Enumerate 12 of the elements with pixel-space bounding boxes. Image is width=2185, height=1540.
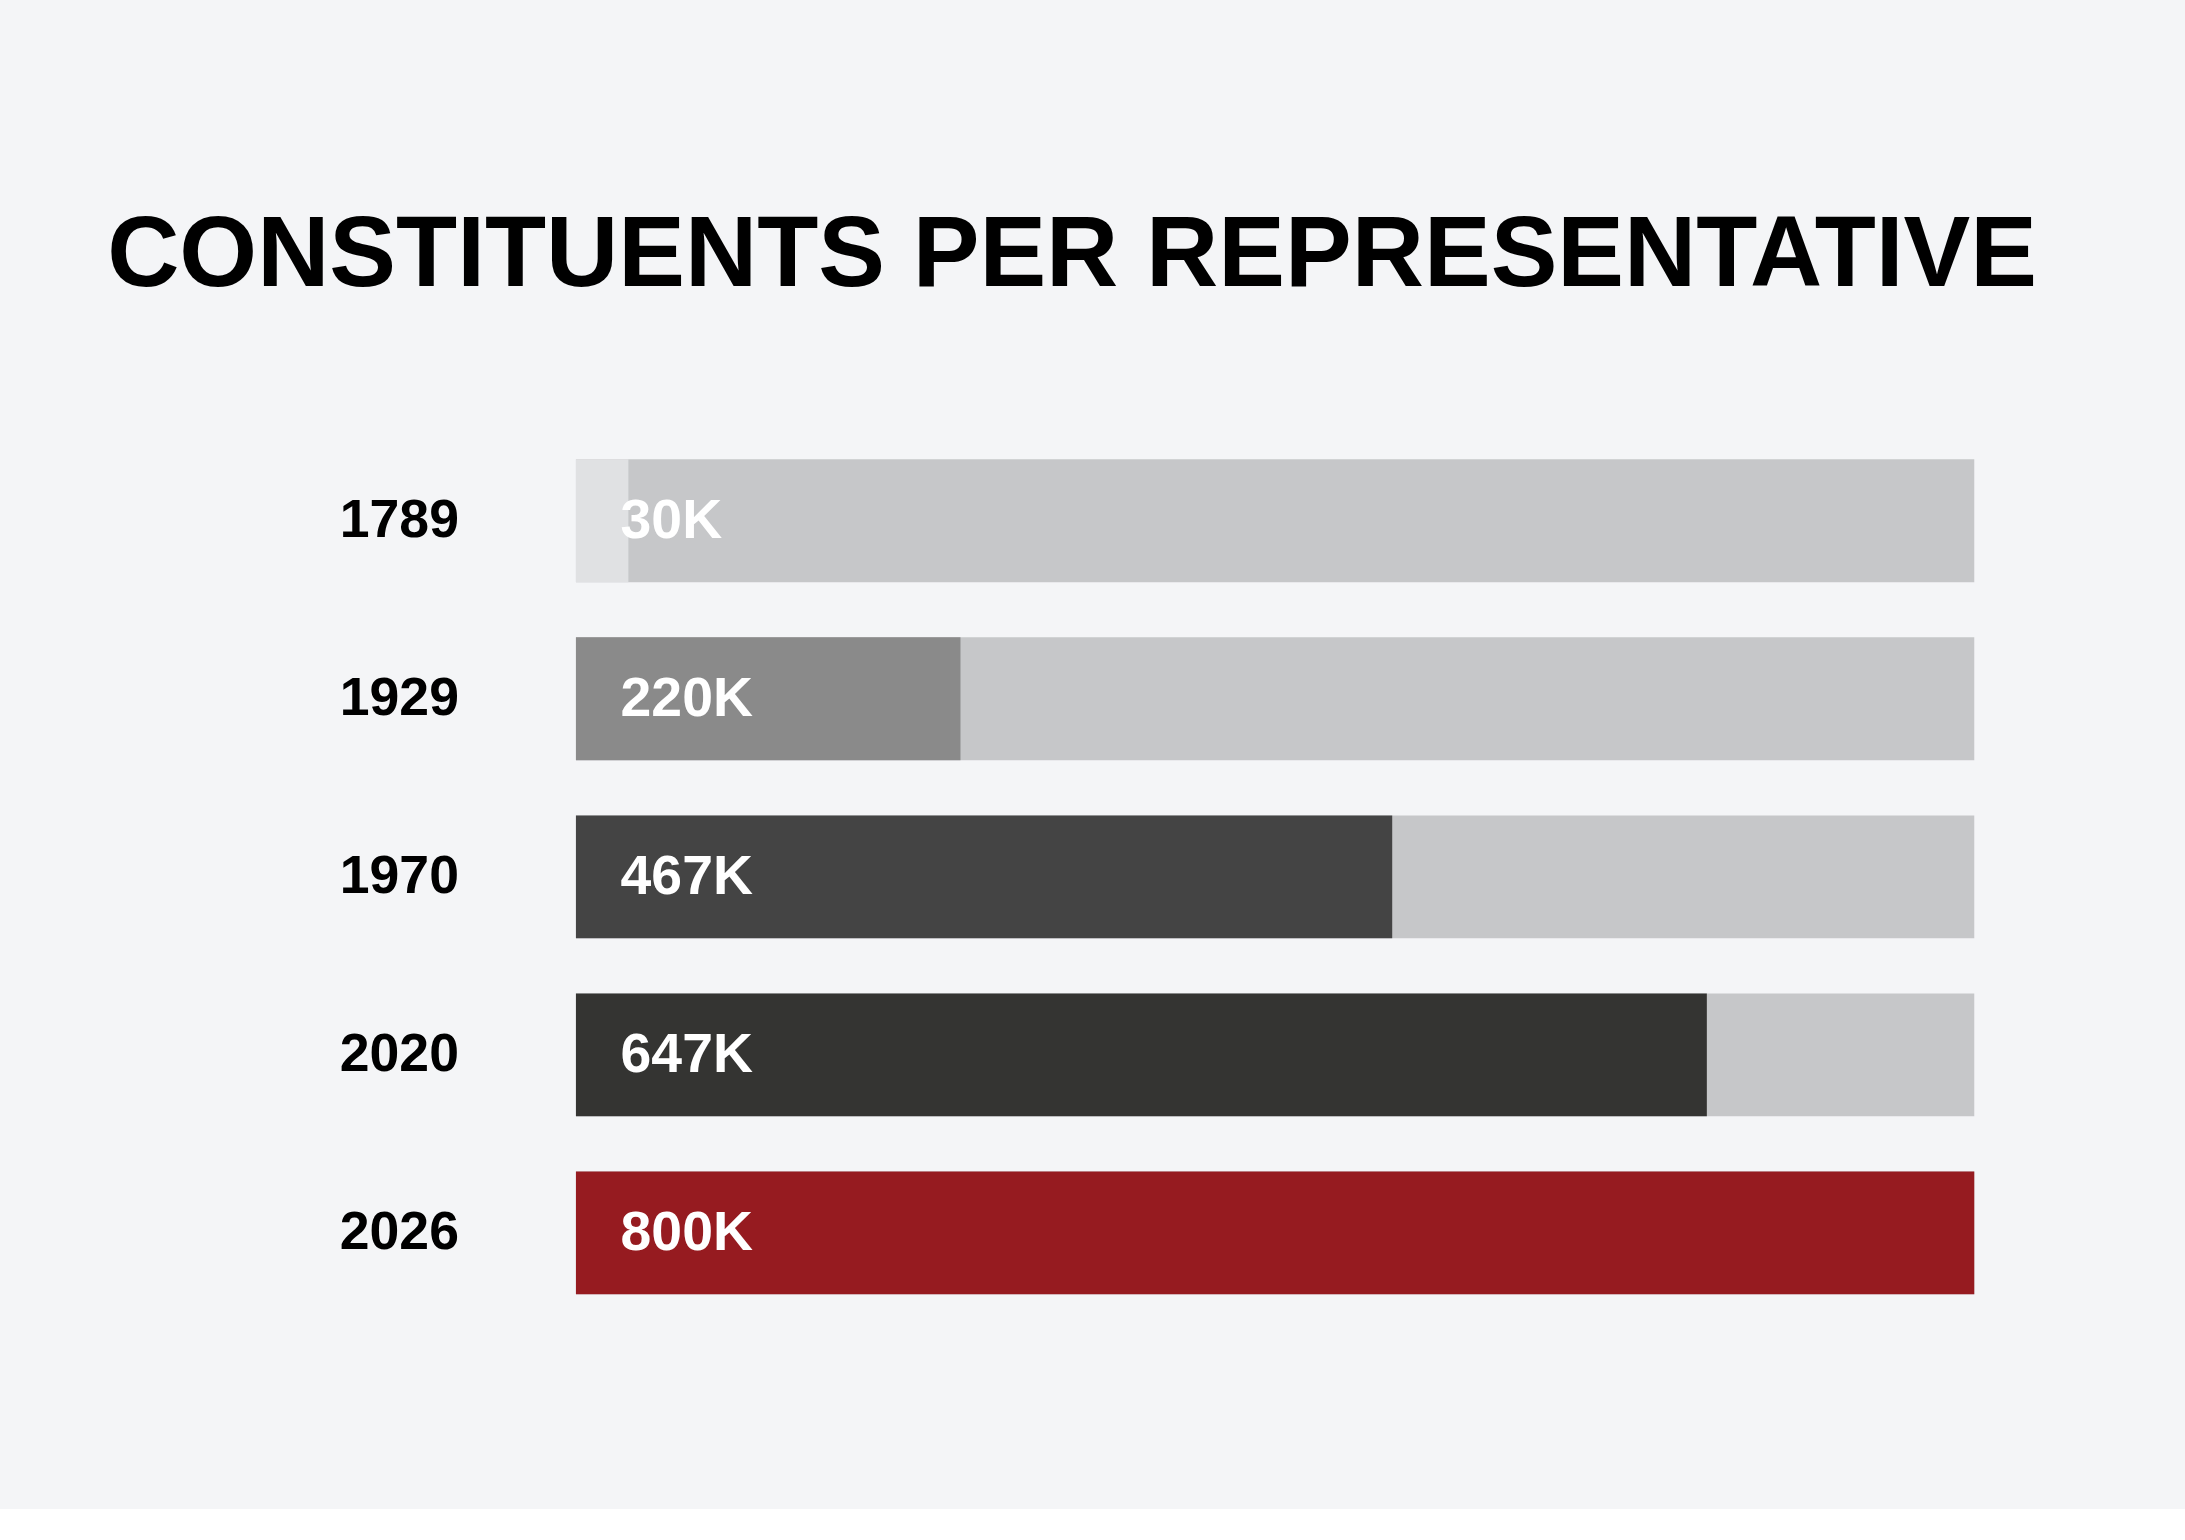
y-tick-label: 1929	[339, 666, 459, 726]
data-label: 220K	[620, 665, 753, 728]
y-tick-label: 1970	[339, 844, 459, 904]
data-label: 647K	[620, 1021, 753, 1084]
bar	[575, 637, 961, 761]
y-tick-label: 2026	[339, 1201, 459, 1260]
data-label: 800K	[620, 1199, 753, 1262]
data-label: 30K	[620, 487, 723, 550]
y-tick-label: 2020	[339, 1022, 459, 1082]
y-tick-label: 1789	[339, 488, 459, 548]
chart-title: CONSTITUENTS PER REPRESENTATIVE	[107, 195, 2037, 308]
data-label: 467K	[620, 843, 753, 906]
